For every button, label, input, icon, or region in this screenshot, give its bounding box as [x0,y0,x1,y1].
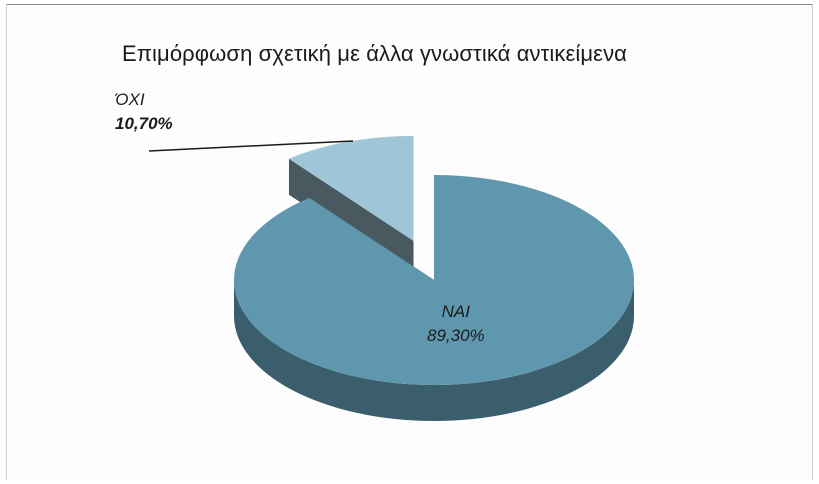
slice-top [288,135,414,241]
chart-title: Επιμόρφωση σχετική με άλλα γνωστικά αντι… [122,41,627,66]
slice-label-oxi-name: ΌΧΙ [115,90,145,109]
slice-top [233,175,635,386]
slice-label-nai-value: 89,30% [427,326,485,345]
slice-label-oxi: ΌΧΙ 10,70% [115,88,173,136]
slice-label-nai-name: ΝΑΙ [441,302,470,321]
leader-line [148,140,354,152]
slice-label-nai: ΝΑΙ 89,30% [427,300,485,348]
slice-label-oxi-value: 10,70% [115,114,173,133]
chart-frame: Επιμόρφωση σχετική με άλλα γνωστικά αντι… [6,4,813,480]
pie-chart [148,135,635,421]
pie-slice-nai [233,175,635,421]
slice-side [234,280,634,421]
